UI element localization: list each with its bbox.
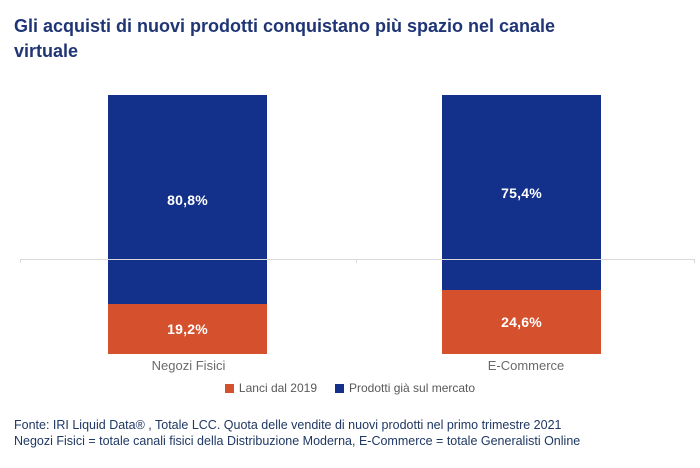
x-axis-tick: [356, 259, 357, 263]
segment-prodotti-gia-sul-mercato: 75,4%: [442, 95, 601, 291]
category-label-e-commerce: E-Commerce: [487, 358, 565, 373]
source-note-line1: Fonte: IRI Liquid Data® , Totale LCC. Qu…: [14, 418, 562, 432]
legend-label: Lanci dal 2019: [238, 381, 317, 395]
chart-title-line2: virtuale: [14, 41, 79, 61]
bar-negozi-fisici: 80,8% 19,2%: [108, 95, 267, 354]
source-note: Fonte: IRI Liquid Data® , Totale LCC. Qu…: [14, 417, 694, 449]
source-note-line2: Negozi Fisici = totale canali fisici del…: [14, 434, 581, 448]
legend-label: Prodotti già sul mercato: [349, 381, 476, 395]
segment-lanci-dal-2019: 24,6%: [442, 290, 601, 354]
data-label: 19,2%: [167, 321, 208, 338]
data-label: 75,4%: [501, 184, 542, 201]
segment-prodotti-gia-sul-mercato: 80,8%: [108, 95, 267, 305]
chart-title-line1: Gli acquisti di nuovi prodotti conquista…: [14, 16, 556, 36]
x-axis-tick: [20, 259, 21, 263]
data-label: 24,6%: [501, 314, 542, 331]
chart-title: Gli acquisti di nuovi prodotti conquista…: [14, 14, 674, 64]
x-axis-tick: [694, 259, 695, 263]
legend-swatch-orange-icon: [224, 383, 234, 393]
plot-area: 80,8% 19,2% 75,4% 24,6%: [0, 95, 700, 354]
legend-swatch-blue-icon: [335, 383, 344, 393]
legend-item-lanci-dal-2019: Lanci dal 2019: [224, 381, 317, 395]
bar-e-commerce: 75,4% 24,6%: [442, 95, 601, 354]
legend-item-prodotti-gia-sul-mercato: Prodotti già sul mercato: [335, 381, 475, 395]
x-axis-line: [20, 259, 695, 260]
category-label-negozi-fisici: Negozi Fisici: [151, 358, 226, 373]
data-label: 80,8%: [167, 191, 208, 208]
segment-lanci-dal-2019: 19,2%: [108, 304, 267, 354]
chart-legend: Lanci dal 2019 Prodotti già sul mercato: [0, 381, 700, 395]
